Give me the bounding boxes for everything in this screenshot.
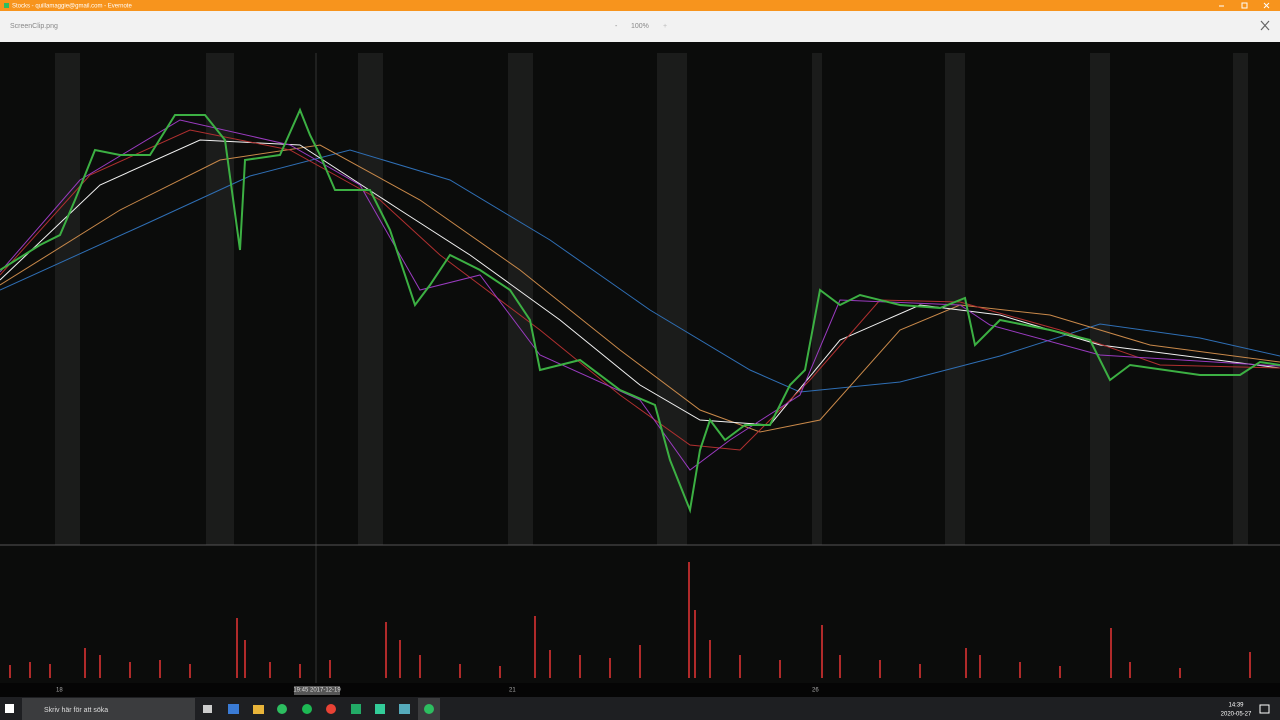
filename: ScreenClip.png [10, 23, 58, 30]
app-icon [4, 3, 9, 8]
price-candles [0, 107, 1280, 514]
volume-bars [9, 562, 1251, 678]
moving-averages [0, 119, 1280, 471]
axis-label: 21 [509, 688, 516, 694]
chart-area [0, 42, 1280, 697]
time-axis [0, 683, 1280, 697]
cursor-label-box [294, 686, 340, 695]
zoom-level: 100% [631, 23, 649, 30]
cursor-label: 19:45 2017-12-19 [293, 688, 341, 694]
toolbar [0, 11, 1280, 42]
taskbar [0, 697, 1280, 720]
axis-label: 18 [56, 688, 63, 694]
zoom-out[interactable]: - [615, 23, 618, 30]
start-button[interactable] [5, 704, 14, 713]
zoom-in[interactable]: + [663, 23, 667, 30]
notifications[interactable] [1259, 704, 1270, 714]
clock-time: 14:39 [1228, 703, 1244, 709]
window-controls[interactable] [1219, 2, 1270, 9]
window-title: Stocks - quillamaggie@gmail.com - Everno… [12, 4, 132, 10]
search-box[interactable] [22, 698, 195, 720]
close-viewer[interactable] [1260, 20, 1270, 31]
title-bar [0, 0, 1280, 11]
taskbar-apps[interactable] [203, 698, 440, 720]
axis-label: 26 [812, 688, 819, 694]
clock-date: 2020-05-27 [1221, 712, 1252, 718]
search-text: Skriv här för att söka [44, 707, 108, 714]
